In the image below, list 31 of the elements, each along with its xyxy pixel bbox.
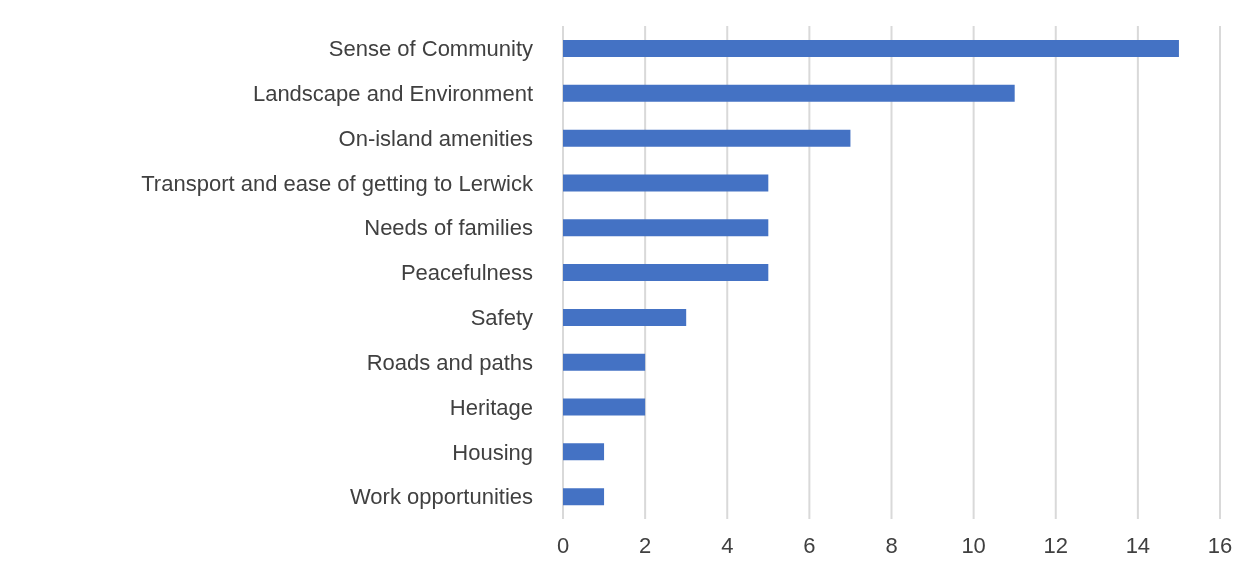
- bar: [563, 84, 1015, 102]
- x-tick-label: 6: [803, 532, 816, 558]
- y-tick-label: Transport and ease of getting to Lerwick: [141, 170, 534, 196]
- x-tick-label: 2: [639, 532, 652, 558]
- y-tick-label: Work opportunities: [349, 484, 533, 510]
- x-tick-label: 0: [556, 532, 570, 558]
- y-tick-label: Landscape and Environment: [252, 81, 533, 107]
- y-tick-label: Safety: [470, 305, 533, 331]
- x-tick-label: 4: [721, 532, 734, 558]
- x-tick-label: 14: [1125, 532, 1151, 558]
- y-tick-label: Sense of Community: [328, 36, 533, 62]
- bar: [563, 264, 769, 282]
- bar: [563, 219, 769, 237]
- y-tick-label: Heritage: [449, 394, 533, 420]
- y-tick-label: Peacefulness: [400, 260, 533, 286]
- bar: [563, 443, 605, 461]
- y-tick-label: On-island amenities: [338, 125, 533, 151]
- bar: [563, 488, 605, 506]
- y-tick-label: Roads and paths: [366, 349, 533, 375]
- bar: [563, 40, 1179, 57]
- bar: [563, 353, 646, 371]
- x-tick-label: 8: [885, 532, 898, 558]
- y-tick-label: Housing: [452, 439, 533, 465]
- bar: [563, 174, 769, 192]
- x-tick-label: 12: [1043, 532, 1068, 558]
- x-tick-label: 16: [1207, 532, 1233, 558]
- bar: [563, 398, 646, 416]
- y-tick-label: Needs of families: [364, 215, 533, 241]
- bar: [563, 308, 687, 326]
- bar: [563, 129, 851, 147]
- x-tick-label: 10: [961, 532, 986, 558]
